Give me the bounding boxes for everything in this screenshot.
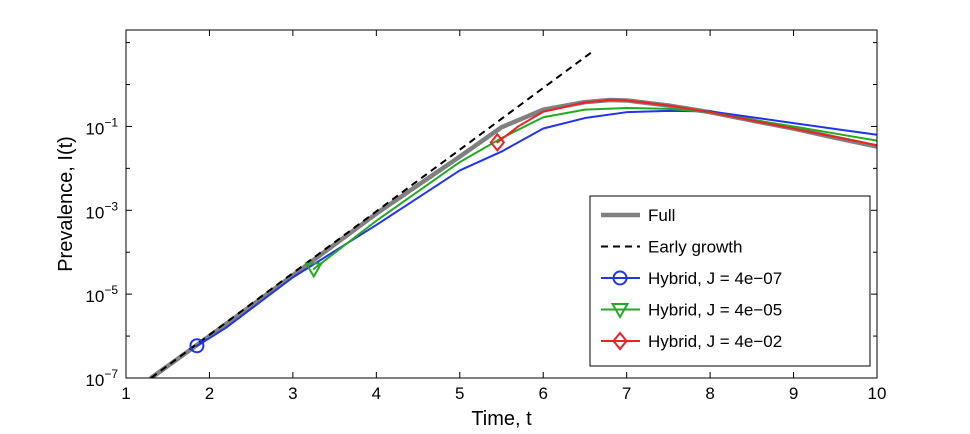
x-tick-label-2: 3 — [288, 384, 297, 403]
axes-layer: 1 2 3 4 5 6 7 8 9 10 10−7 10−5 10−3 10−1 — [85, 29, 887, 403]
legend-marker-3 — [610, 303, 630, 320]
x-tick-label-6: 7 — [622, 384, 631, 403]
legend-marker-2 — [612, 270, 628, 286]
x-tick-label-0: 1 — [121, 384, 130, 403]
legend-entry-3: Hybrid, J = 4e−05 — [648, 301, 782, 320]
y-tick-label-1: 10−5 — [85, 283, 118, 306]
legend-entry-1: Early growth — [648, 238, 742, 257]
series-line-4 — [496, 99, 877, 147]
x-tick-label-4: 5 — [455, 384, 464, 403]
series-line-3 — [312, 106, 877, 270]
series-marker-3 — [304, 262, 323, 279]
x-tick-label-5: 6 — [538, 384, 547, 403]
legend-box — [589, 195, 871, 367]
legend-marker-4 — [612, 331, 628, 351]
series-line-1 — [150, 50, 594, 378]
series-marker-2 — [189, 338, 205, 354]
x-tick-label-3: 4 — [372, 384, 381, 403]
x-tick-label-1: 2 — [205, 384, 214, 403]
x-axis-label: Time, t — [471, 408, 532, 430]
legend-entry-4: Hybrid, J = 4e−02 — [648, 332, 782, 351]
series-layer — [148, 50, 877, 378]
legend-entry-0: Full — [648, 206, 675, 225]
x-tick-label-9: 10 — [868, 384, 887, 403]
y-axis-label: Prevalence, I(t) — [55, 136, 77, 272]
series-line-2 — [195, 109, 877, 347]
legend: Full Early growth Hybrid, J = 4e−07 Hybrid,… — [589, 195, 871, 367]
series-marker-4 — [489, 132, 506, 152]
y-tick-label-3: 10−1 — [85, 115, 118, 138]
x-tick-label-8: 9 — [789, 384, 798, 403]
y-tick-label-0: 10−7 — [85, 367, 118, 390]
legend-entry-2: Hybrid, J = 4e−07 — [648, 269, 782, 288]
x-tick-label-7: 8 — [705, 384, 714, 403]
y-tick-label-2: 10−3 — [85, 199, 118, 222]
plot-frame — [125, 29, 878, 379]
